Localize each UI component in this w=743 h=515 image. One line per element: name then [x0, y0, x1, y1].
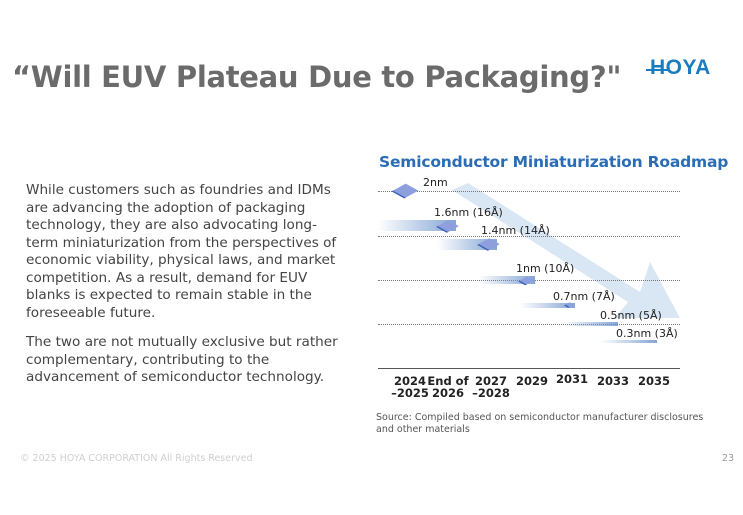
roadmap-title: Semiconductor Miniaturization Roadmap — [379, 153, 729, 171]
year-label: 2024 –2025 — [391, 374, 429, 400]
node-bar — [437, 239, 497, 250]
gridline — [378, 324, 680, 325]
year-label: 2027 –2028 — [472, 374, 510, 400]
node-bar — [563, 322, 618, 326]
node-bar — [378, 220, 456, 231]
node-bar — [600, 340, 657, 343]
year-label: 2031 — [555, 372, 588, 386]
source-note: Source: Compiled based on semiconductor … — [376, 412, 704, 435]
page-title: “Will EUV Plateau Due to Packaging?" — [12, 60, 622, 94]
year-label: 2035 — [637, 374, 670, 388]
node-label: 0.3nm (3Å) — [616, 327, 678, 340]
node-label: 1.4nm (14Å) — [481, 224, 550, 237]
gridline — [378, 191, 680, 192]
body-paragraph-1: While customers such as foundries and ID… — [26, 182, 337, 321]
logo-accent — [646, 69, 668, 71]
time-axis — [378, 368, 680, 369]
body-paragraph-2: The two are not mutually exclusive but r… — [26, 334, 338, 385]
hoya-logo: HOYA — [650, 56, 711, 79]
node-label: 1.6nm (16Å) — [434, 206, 503, 219]
year-label: End of 2026 — [427, 374, 469, 400]
year-label: 2033 — [596, 374, 629, 388]
node-label: 0.7nm (7Å) — [553, 290, 615, 303]
page-number: 23 — [722, 453, 735, 464]
gridline — [378, 236, 680, 237]
node-label: 2nm — [423, 176, 448, 189]
node-label: 1nm (10Å) — [516, 262, 575, 275]
year-label: 2029 — [515, 374, 548, 388]
copyright: © 2025 HOYA CORPORATION All Rights Reser… — [20, 453, 253, 464]
node-bar — [478, 276, 535, 284]
node-label: 0.5nm (5Å) — [600, 309, 662, 322]
node-bar — [520, 303, 575, 308]
